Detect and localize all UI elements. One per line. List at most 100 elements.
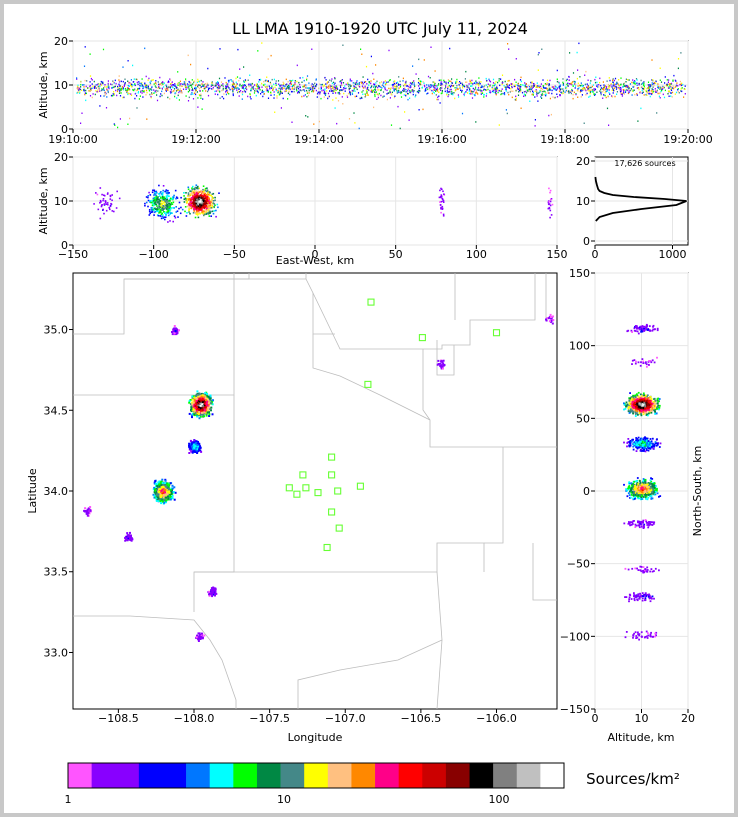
- source-point: [211, 403, 214, 406]
- source-point: [242, 84, 244, 86]
- source-point: [239, 68, 241, 70]
- source-point: [302, 76, 304, 79]
- source-point: [450, 84, 452, 87]
- source-point: [169, 86, 171, 88]
- source-point: [420, 80, 422, 83]
- source-point: [327, 97, 329, 100]
- source-point: [162, 495, 165, 498]
- source-point: [436, 98, 438, 101]
- source-point: [165, 204, 168, 207]
- source-point: [199, 196, 202, 199]
- source-point: [103, 212, 105, 215]
- source-point: [437, 89, 439, 91]
- source-point: [329, 86, 331, 88]
- source-point: [346, 94, 348, 97]
- source-point: [268, 85, 270, 87]
- source-point: [303, 88, 305, 91]
- source-point: [495, 90, 498, 92]
- source-point: [93, 87, 95, 89]
- source-point: [198, 400, 201, 402]
- source-point: [361, 53, 363, 55]
- source-point: [417, 90, 419, 93]
- source-point: [266, 76, 268, 78]
- source-point: [212, 202, 215, 204]
- source-point: [552, 86, 554, 88]
- source-point: [525, 86, 527, 89]
- source-point: [353, 85, 355, 88]
- source-point: [189, 212, 191, 215]
- source-point: [193, 439, 196, 442]
- source-point: [148, 214, 151, 216]
- source-point: [474, 82, 477, 84]
- source-point: [217, 206, 219, 209]
- source-point: [80, 83, 82, 86]
- source-point: [558, 87, 560, 90]
- source-point: [568, 90, 570, 92]
- source-point: [386, 81, 388, 83]
- source-point: [119, 80, 121, 82]
- source-point: [520, 85, 522, 88]
- source-point: [485, 95, 487, 97]
- source-point: [176, 197, 179, 199]
- source-point: [270, 94, 272, 96]
- source-point: [190, 84, 192, 86]
- source-point: [532, 86, 534, 88]
- source-point: [343, 87, 345, 89]
- source-point: [165, 85, 168, 88]
- source-point: [228, 79, 230, 82]
- source-point: [525, 83, 527, 85]
- source-point: [283, 85, 285, 87]
- source-point: [167, 189, 169, 192]
- source-point: [339, 93, 341, 95]
- source-point: [441, 90, 443, 92]
- source-point: [666, 84, 668, 87]
- source-point: [217, 89, 219, 91]
- source-point: [374, 94, 376, 96]
- source-point: [197, 402, 200, 405]
- source-point: [424, 85, 426, 88]
- source-point: [360, 96, 363, 99]
- source-point: [374, 83, 376, 86]
- source-point: [307, 116, 309, 118]
- source-point: [191, 188, 193, 191]
- source-point: [96, 193, 99, 196]
- source-point: [573, 80, 575, 83]
- source-point: [198, 195, 200, 197]
- source-point: [198, 392, 201, 395]
- source-point: [672, 85, 674, 87]
- source-point: [558, 90, 561, 93]
- source-point: [469, 79, 471, 82]
- source-point: [479, 90, 481, 92]
- source-point: [162, 211, 165, 213]
- source-point: [162, 189, 164, 192]
- source-point: [83, 86, 85, 88]
- source-point: [206, 397, 209, 400]
- source-point: [435, 90, 437, 92]
- source-point: [170, 212, 172, 214]
- source-point: [562, 92, 565, 94]
- source-point: [192, 408, 195, 411]
- source-point: [186, 83, 189, 85]
- source-point: [109, 194, 112, 197]
- source-point: [257, 85, 259, 87]
- source-point: [209, 210, 211, 213]
- source-point: [491, 86, 493, 89]
- source-point: [364, 96, 366, 98]
- source-point: [445, 85, 447, 87]
- source-point: [243, 80, 245, 82]
- source-point: [440, 92, 442, 95]
- source-point: [417, 82, 420, 84]
- source-point: [105, 209, 108, 212]
- source-point: [531, 87, 533, 90]
- source-point: [203, 200, 205, 202]
- source-point: [483, 88, 485, 91]
- source-point: [670, 88, 672, 90]
- source-point: [243, 81, 245, 83]
- source-point: [465, 81, 467, 83]
- source-point: [648, 93, 650, 95]
- source-point: [319, 91, 321, 93]
- source-point: [393, 83, 395, 85]
- source-point: [407, 98, 409, 101]
- source-point: [162, 217, 165, 219]
- source-point: [515, 95, 517, 98]
